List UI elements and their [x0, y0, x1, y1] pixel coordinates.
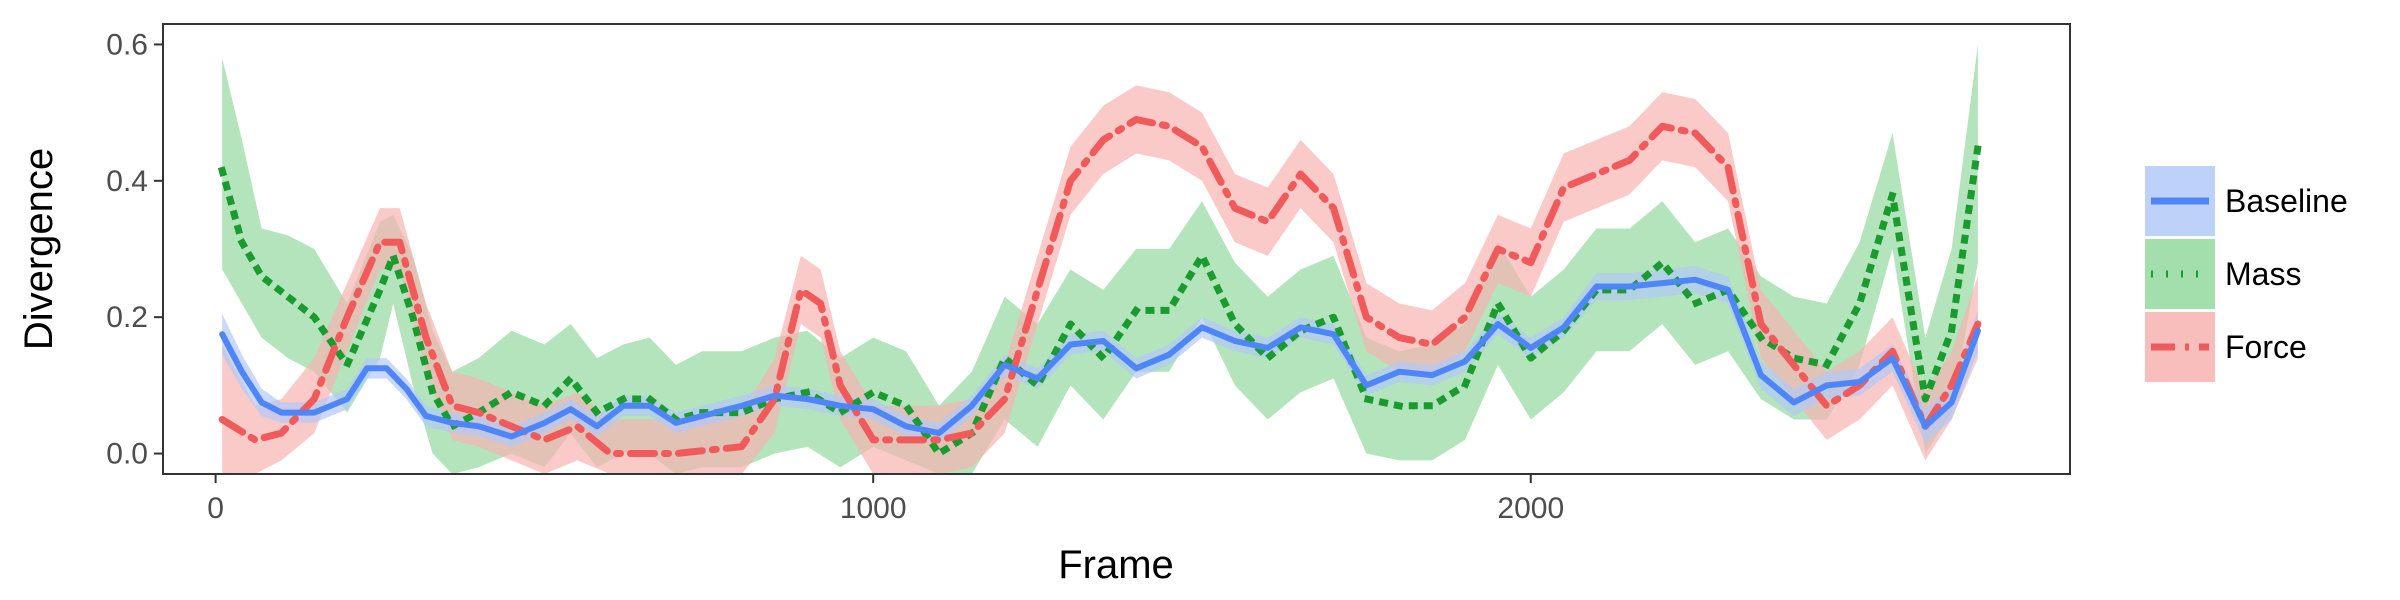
legend-label: Force — [2225, 329, 2307, 365]
legend-label: Mass — [2225, 256, 2301, 292]
line-mass — [217, 142, 1982, 457]
ribbon-mass — [222, 44, 1978, 474]
y-axis-title: Divergence — [17, 148, 61, 350]
series-lines — [217, 116, 1982, 457]
legend: Baseline Mass Force — [2145, 166, 2348, 382]
line-baseline — [219, 276, 1981, 440]
legend-key-fill — [2145, 239, 2215, 309]
legend-label: Baseline — [2225, 183, 2348, 219]
line-force — [218, 116, 1982, 457]
x-axis-title: Frame — [1058, 543, 1174, 587]
x-tick-label: 1000 — [840, 492, 907, 525]
plot-panel-border — [162, 23, 2071, 475]
y-tick-label: 0.2 — [106, 301, 148, 334]
legend-item-mass: Mass — [2145, 239, 2301, 309]
x-tick-label: 0 — [207, 492, 224, 525]
y-tick-label: 0.4 — [106, 165, 148, 198]
confidence-ribbons — [222, 44, 1978, 474]
legend-item-baseline: Baseline — [2145, 166, 2348, 236]
x-tick-label: 2000 — [1497, 492, 1564, 525]
axes: 0 1000 2000 0.0 0.2 0.4 0.6 — [106, 28, 1564, 525]
y-tick-label: 0.6 — [106, 28, 148, 61]
ribbon-force — [222, 85, 1978, 474]
legend-item-force: Force — [2145, 312, 2307, 382]
y-tick-label: 0.0 — [106, 438, 148, 471]
